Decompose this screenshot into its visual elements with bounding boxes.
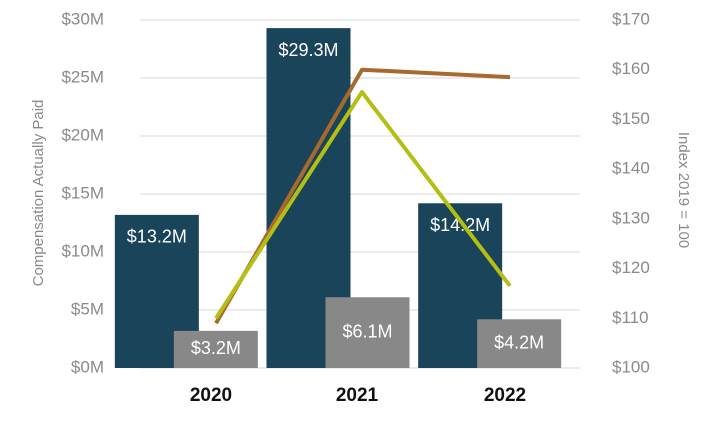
y-tick-label: $30M bbox=[61, 9, 104, 28]
bar bbox=[325, 297, 410, 368]
bar-data-label: $6.1M bbox=[342, 321, 392, 341]
left-axis-ticks: $0M $5M $10M $15M $20M $25M $30M bbox=[61, 9, 104, 376]
y-tick-label: $25M bbox=[61, 67, 104, 86]
y2-tick-label: $160 bbox=[612, 59, 650, 78]
y2-tick-label: $170 bbox=[612, 9, 650, 28]
y2-tick-label: $110 bbox=[612, 308, 649, 327]
y2-tick-label: $150 bbox=[612, 109, 650, 128]
y2-tick-label: $140 bbox=[612, 159, 650, 178]
bar-data-label: $13.2M bbox=[127, 227, 187, 247]
y2-tick-label: $130 bbox=[612, 208, 650, 227]
bar-data-label: $29.3M bbox=[278, 40, 338, 60]
y2-axis-title: Index 2019 = 100 bbox=[675, 132, 692, 248]
y-tick-label: $15M bbox=[61, 183, 104, 202]
y-axis-title: Compensation Actually Paid bbox=[30, 100, 47, 287]
x-tick-label: 2020 bbox=[190, 385, 232, 406]
y2-tick-label: $100 bbox=[612, 357, 650, 376]
x-tick-label: 2022 bbox=[484, 385, 526, 406]
category-labels: 2020 2021 2022 bbox=[190, 385, 526, 406]
x-tick-label: 2021 bbox=[336, 385, 379, 406]
series-line bbox=[214, 90, 512, 320]
right-axis-ticks: $100 $110 $120 $130 $140 $150 $160 $170 bbox=[612, 9, 650, 376]
y-tick-label: $0M bbox=[71, 357, 104, 376]
bar-data-label: $3.2M bbox=[191, 338, 241, 358]
y-tick-label: $10M bbox=[61, 241, 104, 260]
series-line bbox=[214, 67, 511, 325]
bar bbox=[173, 330, 258, 368]
y-tick-label: $20M bbox=[61, 125, 104, 144]
bars: $13.2M $29.3M $14.2M $3.2M $6.1M $4.2M bbox=[114, 28, 562, 369]
bar-data-label: $14.2M bbox=[430, 215, 490, 235]
y-tick-label: $5M bbox=[71, 299, 104, 318]
bar bbox=[477, 319, 562, 368]
gridlines bbox=[140, 19, 580, 369]
y2-tick-label: $120 bbox=[612, 258, 650, 277]
lines bbox=[214, 67, 512, 325]
bar-data-label: $4.2M bbox=[494, 332, 544, 352]
